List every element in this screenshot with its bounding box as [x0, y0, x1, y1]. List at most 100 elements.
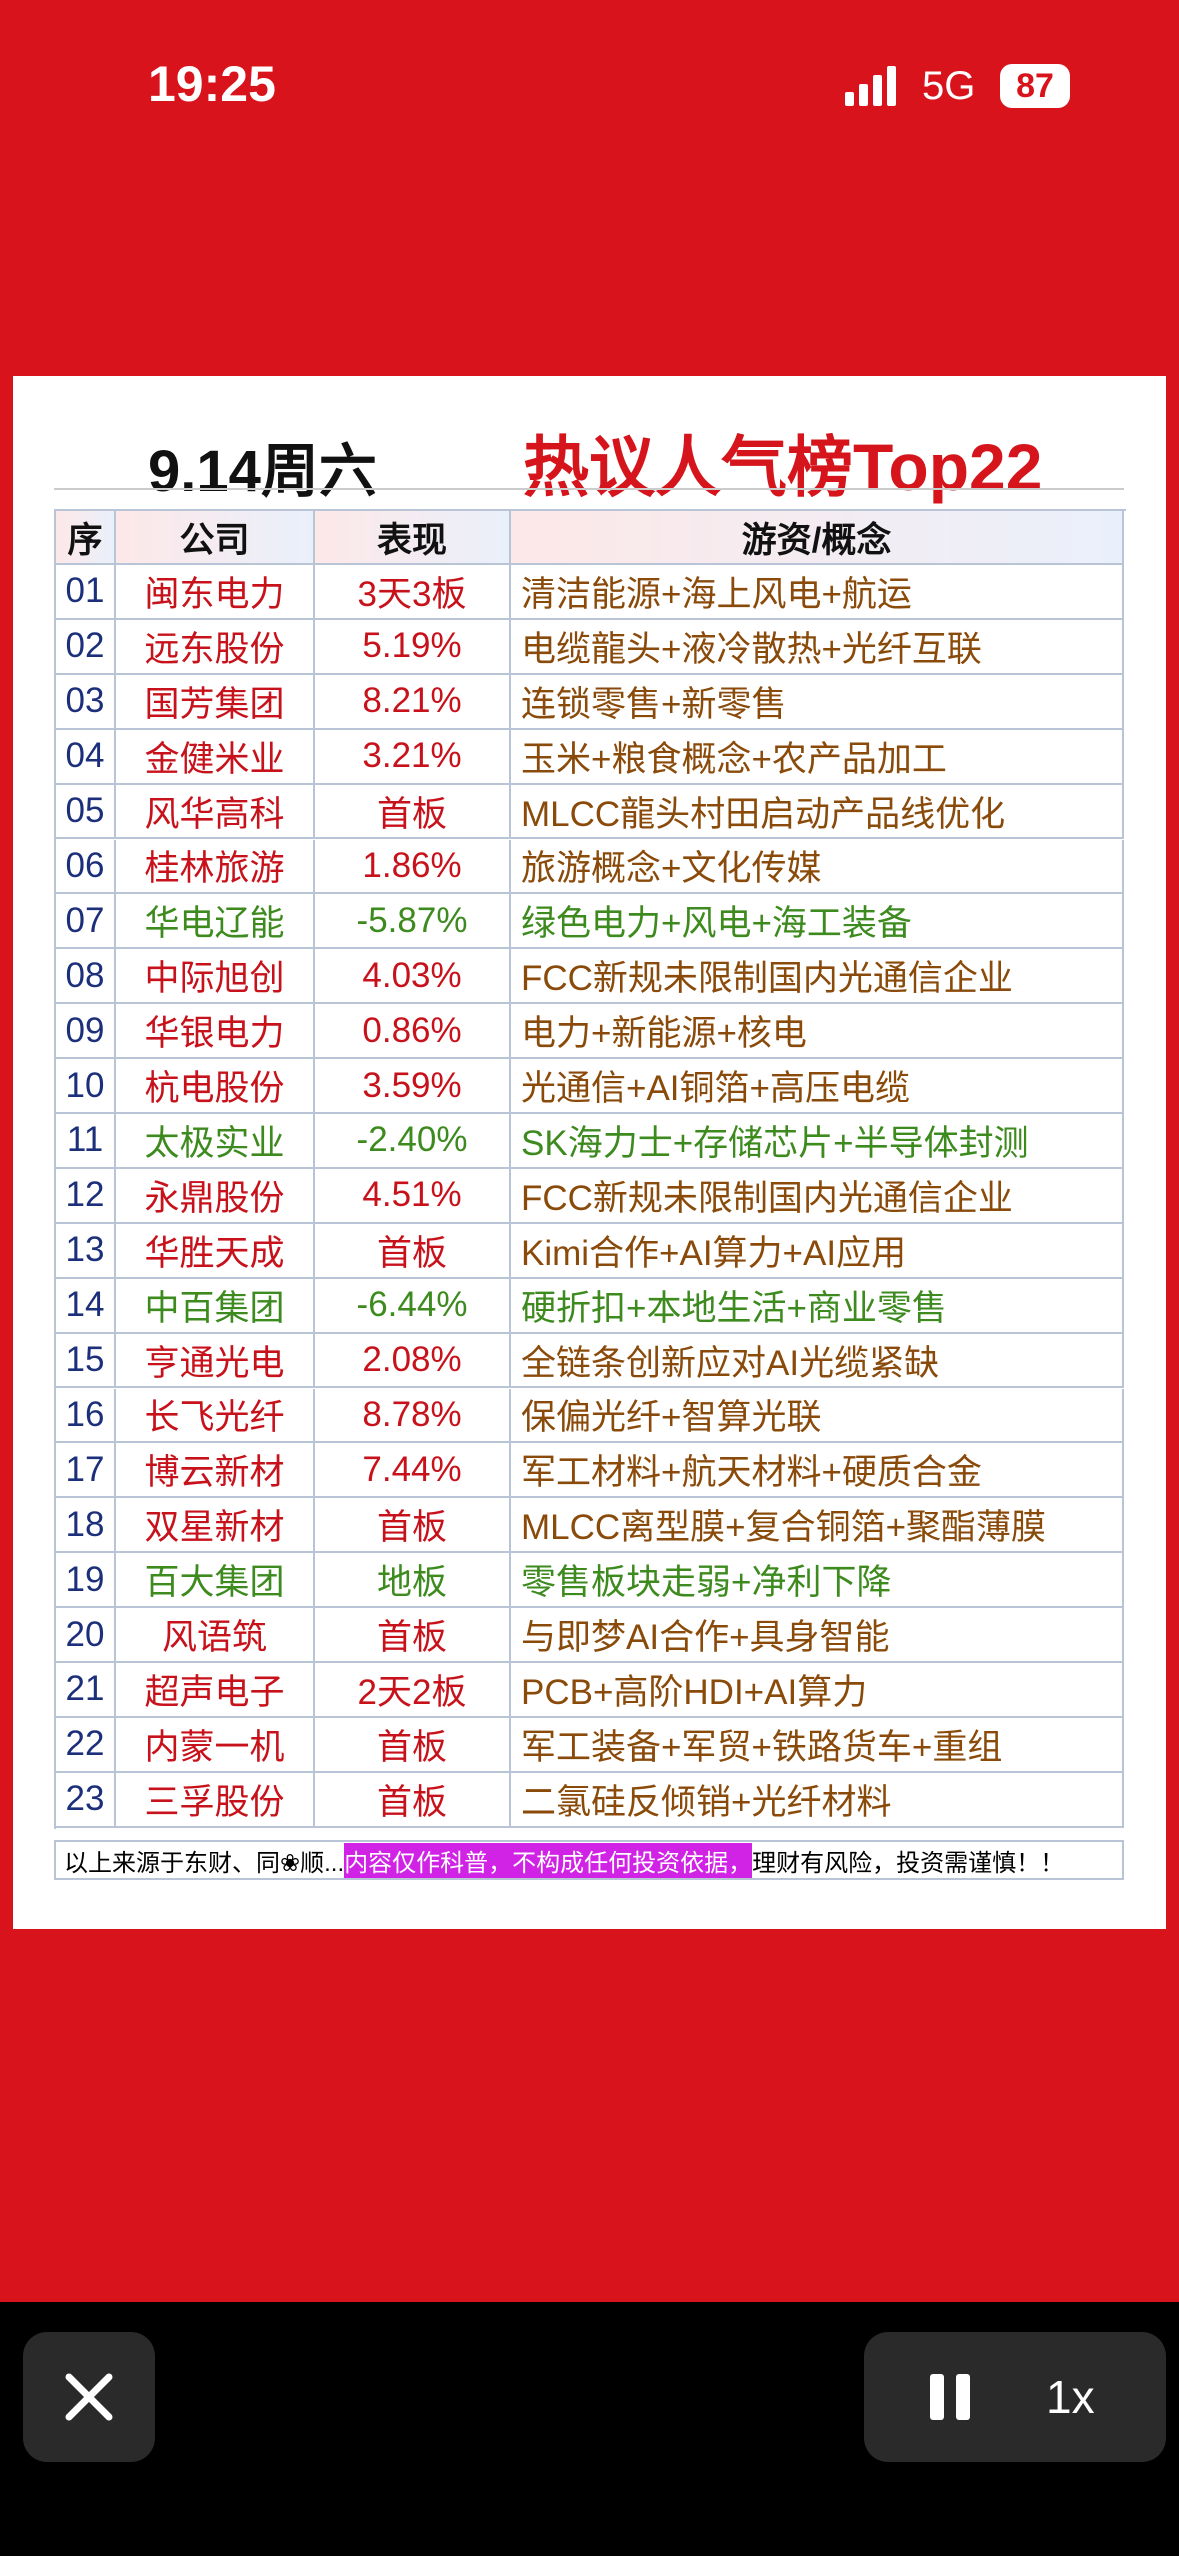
company: 太极实业: [116, 1114, 315, 1169]
concept: 零售板块走弱+净利下降: [511, 1553, 1124, 1609]
row-index: 07: [56, 894, 116, 950]
row-index: 06: [56, 839, 116, 895]
performance: 2天2板: [315, 1663, 511, 1718]
company: 超声电子: [116, 1663, 315, 1718]
concept: PCB+高阶HDI+AI算力: [511, 1663, 1124, 1718]
performance: -2.40%: [315, 1114, 511, 1169]
row-index: 21: [56, 1663, 116, 1718]
playback-controls: 1x: [864, 2332, 1166, 2462]
concept: 军工装备+军贸+铁路货车+重组: [511, 1717, 1124, 1773]
status-time: 19:25: [148, 56, 276, 112]
performance: 3.59%: [315, 1059, 511, 1114]
company: 永鼎股份: [116, 1168, 315, 1224]
concept: 清洁能源+海上风电+航运: [511, 565, 1124, 620]
status-network: 5G: [922, 64, 976, 108]
row-index: 14: [56, 1278, 116, 1334]
performance: 5.19%: [315, 619, 511, 675]
row-index: 12: [56, 1168, 116, 1224]
row-index: 13: [56, 1223, 116, 1279]
header-cell: 表现: [315, 511, 511, 565]
card-date: 9.14周六: [148, 439, 377, 504]
concept: 全链条创新应对AI光缆紧缺: [511, 1333, 1124, 1389]
company: 桂林旅游: [116, 839, 315, 895]
performance: 8.21%: [315, 674, 511, 730]
company: 杭电股份: [116, 1059, 315, 1114]
row-index: 02: [56, 619, 116, 675]
row-index: 22: [56, 1717, 116, 1773]
status-battery: 87: [1000, 64, 1070, 108]
player-bar: 1x: [0, 2302, 1179, 2556]
concept: 玉米+粮食概念+农产品加工: [511, 729, 1124, 785]
performance: -6.44%: [315, 1278, 511, 1334]
row-index: 08: [56, 949, 116, 1005]
performance: 2.08%: [315, 1333, 511, 1389]
concept: 硬折扣+本地生活+商业零售: [511, 1278, 1124, 1334]
concept: Kimi合作+AI算力+AI应用: [511, 1223, 1124, 1279]
performance: 首板: [315, 1772, 511, 1828]
concept: 旅游概念+文化传媒: [511, 839, 1124, 895]
concept: MLCC离型膜+复合铜箔+聚酯薄膜: [511, 1498, 1124, 1554]
row-index: 11: [56, 1114, 116, 1169]
row-index: 03: [56, 674, 116, 730]
concept: MLCC龍头村田启动产品线优化: [511, 784, 1124, 840]
row-index: 23: [56, 1772, 116, 1828]
performance: 4.51%: [315, 1168, 511, 1224]
performance: 3天3板: [315, 565, 511, 620]
company: 风语筑: [116, 1608, 315, 1663]
company: 远东股份: [116, 619, 315, 675]
concept: 电力+新能源+核电: [511, 1004, 1124, 1060]
performance: 8.78%: [315, 1388, 511, 1444]
performance: -5.87%: [315, 894, 511, 950]
company: 博云新材: [116, 1443, 315, 1499]
performance: 首板: [315, 784, 511, 840]
company: 三孚股份: [116, 1772, 315, 1828]
company: 中际旭创: [116, 949, 315, 1005]
signal-icon: [845, 66, 896, 106]
title-rule: [54, 488, 1124, 490]
company: 华电辽能: [116, 894, 315, 950]
company: 内蒙一机: [116, 1717, 315, 1773]
company: 长飞光纤: [116, 1388, 315, 1444]
company: 闽东电力: [116, 565, 315, 620]
performance: 4.03%: [315, 949, 511, 1005]
company: 风华高科: [116, 784, 315, 840]
footer-disclaimer: 内容仅作科普，不构成任何投资依据，: [344, 1842, 753, 1878]
header-cell: 游资/概念: [511, 511, 1124, 565]
row-index: 15: [56, 1333, 116, 1389]
speed-button[interactable]: 1x: [1046, 2371, 1095, 2423]
company: 华胜天成: [116, 1223, 315, 1279]
row-index: 04: [56, 729, 116, 785]
row-index: 20: [56, 1608, 116, 1663]
concept: 绿色电力+风电+海工装备: [511, 894, 1124, 950]
company: 华银电力: [116, 1004, 315, 1060]
close-button[interactable]: [23, 2332, 155, 2462]
header-cell: 序: [56, 511, 116, 565]
close-icon: [65, 2373, 113, 2421]
footer-risk: 理财有风险，投资需谨慎！！: [752, 1849, 1065, 1877]
row-index: 18: [56, 1498, 116, 1554]
row-index: 05: [56, 784, 116, 840]
concept: SK海力士+存储芯片+半导体封测: [511, 1114, 1124, 1169]
card-title: 热议人气榜Top22: [523, 430, 1043, 504]
concept: 军工材料+航天材料+硬质合金: [511, 1443, 1124, 1499]
concept: FCC新规未限制国内光通信企业: [511, 1168, 1124, 1224]
concept: 电缆龍头+液冷散热+光纤互联: [511, 619, 1124, 675]
row-index: 16: [56, 1388, 116, 1444]
company: 金健米业: [116, 729, 315, 785]
company: 亨通光电: [116, 1333, 315, 1389]
performance: 首板: [315, 1608, 511, 1663]
pause-button[interactable]: [924, 2372, 984, 2422]
table: 序公司 表现 游资/概念 01 闽东电力 3天3板 清洁能源+海上风电+航运 02 远东股份 5.…: [54, 509, 1126, 1829]
row-index: 10: [56, 1059, 116, 1114]
row-index: 01: [56, 565, 116, 620]
company: 中百集团: [116, 1278, 315, 1334]
performance: 1.86%: [315, 839, 511, 895]
footer: 以上来源于东财、同❀顺... 内容仅作科普，不构成任何投资依据， 理财有风险，投资需…: [54, 1840, 1124, 1880]
row-index: 17: [56, 1443, 116, 1499]
concept: 连锁零售+新零售: [511, 674, 1124, 730]
company: 国芳集团: [116, 674, 315, 730]
concept: 与即梦AI合作+具身智能: [511, 1608, 1124, 1663]
row-index: 19: [56, 1553, 116, 1609]
concept: 光通信+AI铜箔+高压电缆: [511, 1059, 1124, 1114]
